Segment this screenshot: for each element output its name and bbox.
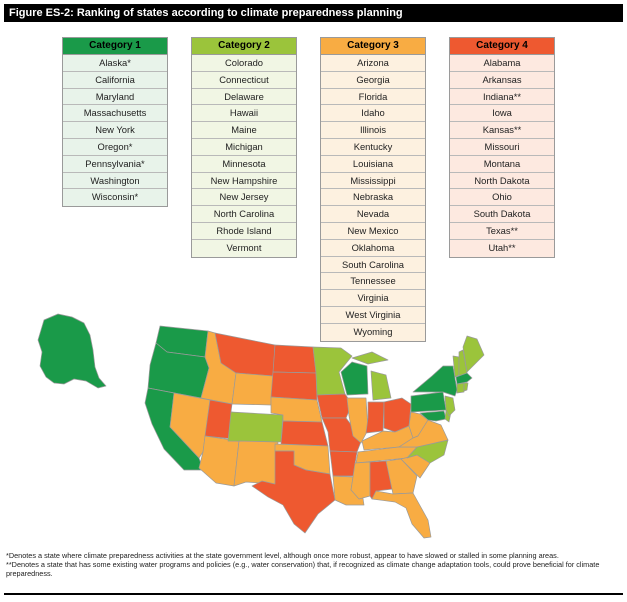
state-entry: South Carolina [321, 256, 425, 274]
state-pennsylvania [410, 391, 447, 413]
state-maryland [419, 410, 447, 422]
state-illinois [346, 397, 369, 444]
state-nevada [169, 392, 211, 459]
state-entry: California [63, 71, 167, 89]
state-connecticut [456, 382, 465, 394]
category-4-header: Category 4 [450, 38, 554, 55]
state-entry: New Mexico [321, 222, 425, 240]
state-rhode-island [463, 382, 469, 392]
state-colorado [227, 411, 284, 443]
state-minnesota [312, 346, 353, 396]
state-alaska [37, 313, 107, 389]
state-entry: Oklahoma [321, 239, 425, 257]
state-maine [462, 335, 485, 373]
state-entry: Nevada [321, 206, 425, 223]
state-new-york [412, 365, 458, 397]
state-wisconsin [340, 361, 369, 396]
state-entry: Illinois [321, 122, 425, 139]
state-entry: Kentucky [321, 138, 425, 156]
state-michigan [351, 351, 392, 401]
state-iowa [316, 393, 353, 419]
state-entry: Nebraska [321, 189, 425, 207]
state-entry: Rhode Island [192, 222, 296, 240]
state-entry: Louisiana [321, 155, 425, 173]
state-north-dakota [272, 344, 317, 374]
category-1-table: Category 1 Alaska* California Maryland Mass… [62, 37, 168, 208]
state-entry: Texas** [450, 222, 554, 240]
state-entry: New York [63, 122, 167, 139]
state-entry: North Dakota [450, 172, 554, 190]
state-entry: Arkansas [450, 71, 554, 89]
category-2-header: Category 2 [192, 38, 296, 55]
state-entry: New Hampshire [192, 172, 296, 190]
state-entry: Iowa [450, 105, 554, 123]
state-new-jersey [444, 395, 456, 417]
footnote-double-star: **Denotes a state that has some existing… [6, 560, 600, 579]
state-south-dakota [270, 371, 318, 401]
state-entry: New Jersey [192, 189, 296, 207]
footnote-single-star: *Denotes a state where climate preparedn… [6, 551, 559, 560]
state-entry: Washington [63, 172, 167, 190]
state-entry: Wisconsin* [63, 189, 167, 207]
state-kansas [280, 420, 329, 447]
state-entry: Hawaii [192, 105, 296, 123]
state-entry: Virginia [321, 290, 425, 307]
category-4-table: Category 4 Alabama Arkansas Indiana** Iowa K… [449, 37, 555, 258]
state-entry: Florida [321, 88, 425, 106]
state-entry: Minnesota [192, 155, 296, 173]
state-entry: Alaska* [63, 55, 167, 72]
state-arizona [198, 435, 240, 487]
state-entry: Idaho [321, 105, 425, 123]
state-entry: Colorado [192, 55, 296, 72]
state-georgia [385, 458, 418, 495]
state-entry: Vermont [192, 239, 296, 257]
state-entry: Maryland [63, 88, 167, 106]
state-entry: Kansas** [450, 122, 554, 139]
state-entry: North Carolina [192, 206, 296, 223]
state-entry: Connecticut [192, 71, 296, 89]
state-entry: Oregon* [63, 138, 167, 156]
state-entry: South Dakota [450, 206, 554, 223]
state-entry: Missouri [450, 138, 554, 156]
state-entry: Alabama [450, 55, 554, 72]
category-2-table: Category 2 Colorado Connecticut Delaware Ha… [191, 37, 297, 258]
state-texas [251, 450, 336, 534]
state-entry: Mississippi [321, 172, 425, 190]
state-entry: Ohio [450, 189, 554, 207]
state-entry: Georgia [321, 71, 425, 89]
state-entry: Maine [192, 122, 296, 139]
state-indiana [365, 401, 385, 434]
state-arkansas [329, 450, 358, 477]
us-states-map [37, 313, 485, 539]
state-new-mexico [233, 440, 279, 487]
category-3-header: Category 3 [321, 38, 425, 55]
category-1-header: Category 1 [63, 38, 167, 55]
category-3-table: Category 3 Arizona Georgia Florida Idaho Ill… [320, 37, 426, 342]
state-entry: Montana [450, 155, 554, 173]
state-entry: Pennsylvania* [63, 155, 167, 173]
state-florida [371, 490, 432, 539]
state-entry: Massachusetts [63, 105, 167, 123]
state-entry: Wyoming [321, 323, 425, 341]
state-massachusetts [455, 372, 473, 385]
state-entry: Utah** [450, 239, 554, 257]
state-entry: West Virginia [321, 306, 425, 324]
bottom-rule [4, 593, 623, 595]
state-entry: Michigan [192, 138, 296, 156]
figure-title: Figure ES-2: Ranking of states according… [4, 4, 623, 22]
footnotes: *Denotes a state where climate preparedn… [6, 551, 618, 579]
state-virginia [398, 419, 449, 448]
state-entry: Indiana** [450, 88, 554, 106]
state-wyoming [231, 372, 274, 406]
state-entry: Tennessee [321, 273, 425, 291]
state-entry: Arizona [321, 55, 425, 72]
state-entry: Delaware [192, 88, 296, 106]
